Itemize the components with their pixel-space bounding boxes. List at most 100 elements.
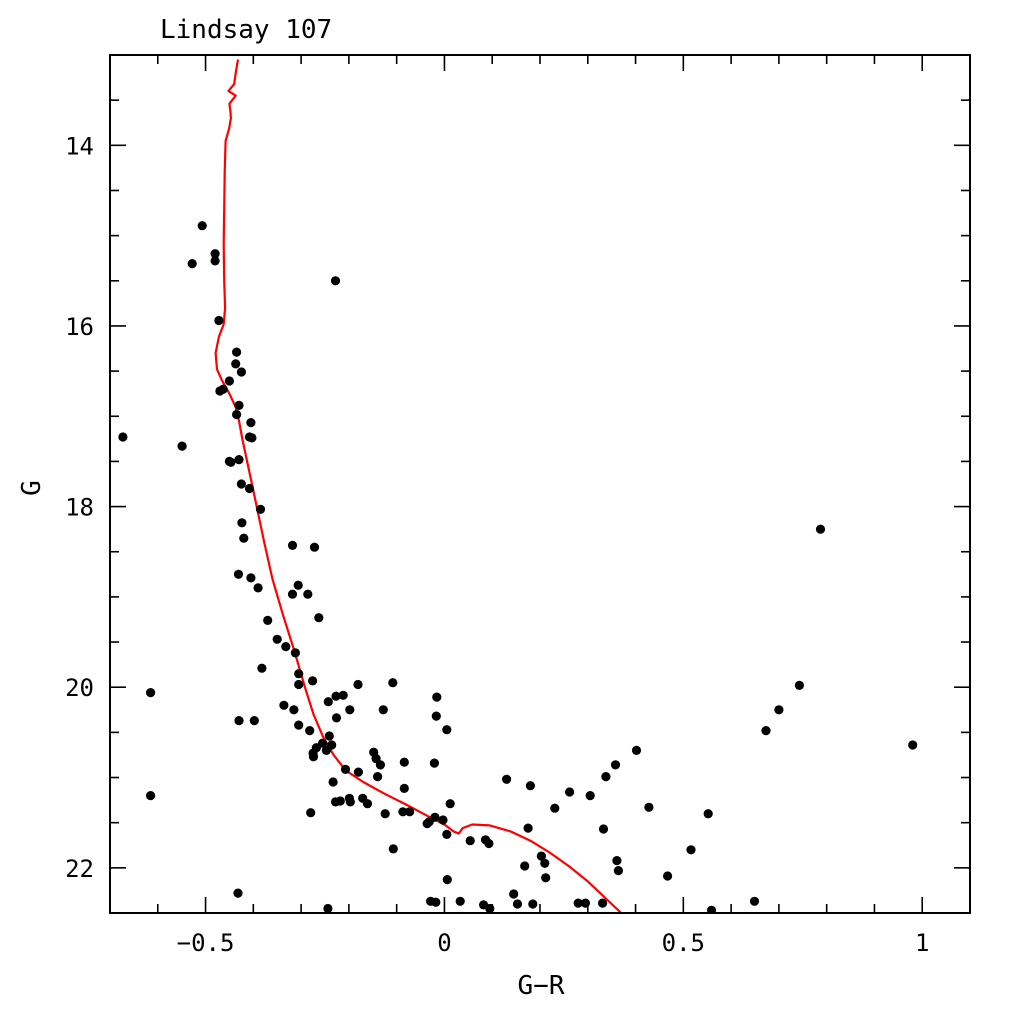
data-point <box>263 615 273 626</box>
y-tick-label: 18 <box>65 494 94 522</box>
chart-title: Lindsay 107 <box>160 15 332 45</box>
data-point <box>309 542 320 552</box>
data-point <box>249 716 259 726</box>
data-point <box>210 256 220 266</box>
data-point <box>234 455 244 465</box>
data-point <box>380 809 390 819</box>
data-point <box>187 259 197 269</box>
data-point <box>398 807 408 817</box>
data-point <box>234 716 244 726</box>
data-point <box>749 896 760 906</box>
data-point <box>422 819 432 829</box>
data-point <box>536 851 547 861</box>
data-point <box>210 249 220 259</box>
data-point <box>706 905 717 913</box>
data-point <box>388 678 398 688</box>
isochrone-layer <box>214 59 622 913</box>
data-point <box>550 803 560 813</box>
data-point <box>305 726 315 736</box>
data-point <box>442 875 452 885</box>
data-point <box>565 787 575 797</box>
data-point <box>236 479 246 489</box>
data-point <box>215 386 225 396</box>
data-point <box>232 409 242 420</box>
data-point <box>612 856 622 866</box>
x-axis-title: G−R <box>518 971 565 1001</box>
data-point <box>321 745 331 756</box>
data-point <box>338 690 348 700</box>
data-point <box>323 697 333 707</box>
data-point <box>429 758 439 768</box>
data-point <box>432 692 442 702</box>
y-tick-label: 14 <box>65 132 94 160</box>
data-point <box>761 726 771 736</box>
data-point <box>303 589 313 599</box>
data-point <box>686 845 696 855</box>
data-point <box>246 418 256 428</box>
data-point <box>253 583 263 593</box>
data-point <box>523 823 533 833</box>
data-point <box>224 376 234 386</box>
x-tick-label: 0 <box>437 929 451 957</box>
data-point <box>509 889 519 899</box>
data-point <box>373 772 383 782</box>
data-point <box>197 221 207 231</box>
data-point <box>353 679 363 690</box>
data-point <box>484 838 494 849</box>
data-point <box>239 533 249 543</box>
data-point <box>525 781 536 791</box>
data-point <box>293 580 303 590</box>
data-point <box>294 679 304 690</box>
data-point <box>502 774 512 784</box>
y-tick-label: 16 <box>65 313 94 341</box>
data-point <box>257 663 267 673</box>
data-point <box>294 669 304 679</box>
data-point <box>455 896 465 906</box>
data-point <box>598 824 609 834</box>
data-point <box>324 731 334 741</box>
data-point <box>331 691 341 701</box>
data-point <box>214 315 224 326</box>
data-point <box>573 898 583 908</box>
data-point <box>541 873 551 883</box>
y-tick-label: 22 <box>65 855 94 883</box>
tick-labels-layer: −0.5 0 0.5 1 14 16 18 20 22 <box>65 132 929 957</box>
data-point <box>232 347 242 357</box>
data-point <box>247 433 257 443</box>
data-point <box>399 783 409 794</box>
data-point <box>118 432 128 442</box>
data-point <box>244 483 255 494</box>
data-point <box>431 711 441 721</box>
data-point <box>663 871 673 881</box>
data-point <box>703 809 713 819</box>
data-point <box>540 858 550 868</box>
data-point <box>146 688 156 698</box>
data-point <box>281 642 291 652</box>
ticks-layer <box>109 54 971 914</box>
data-point <box>328 777 338 787</box>
data-point <box>601 772 611 782</box>
data-point <box>279 700 289 710</box>
data-point <box>815 524 826 534</box>
data-point <box>465 836 475 846</box>
data-point <box>272 634 282 644</box>
data-point <box>442 829 452 840</box>
data-point <box>442 725 452 735</box>
data-point <box>353 767 363 777</box>
data-point <box>340 764 351 775</box>
data-point <box>405 807 415 817</box>
data-point <box>234 400 244 410</box>
data-point <box>290 648 300 658</box>
x-tick-label: −0.5 <box>177 929 235 957</box>
data-point <box>323 903 333 913</box>
data-point <box>246 573 256 583</box>
data-point <box>345 797 355 807</box>
data-point <box>226 457 236 467</box>
points-layer <box>118 221 918 913</box>
x-tick-label: 1 <box>915 929 929 957</box>
data-point <box>330 797 341 807</box>
y-tick-label: 20 <box>65 674 94 702</box>
data-point <box>512 899 523 909</box>
data-point <box>231 359 241 369</box>
